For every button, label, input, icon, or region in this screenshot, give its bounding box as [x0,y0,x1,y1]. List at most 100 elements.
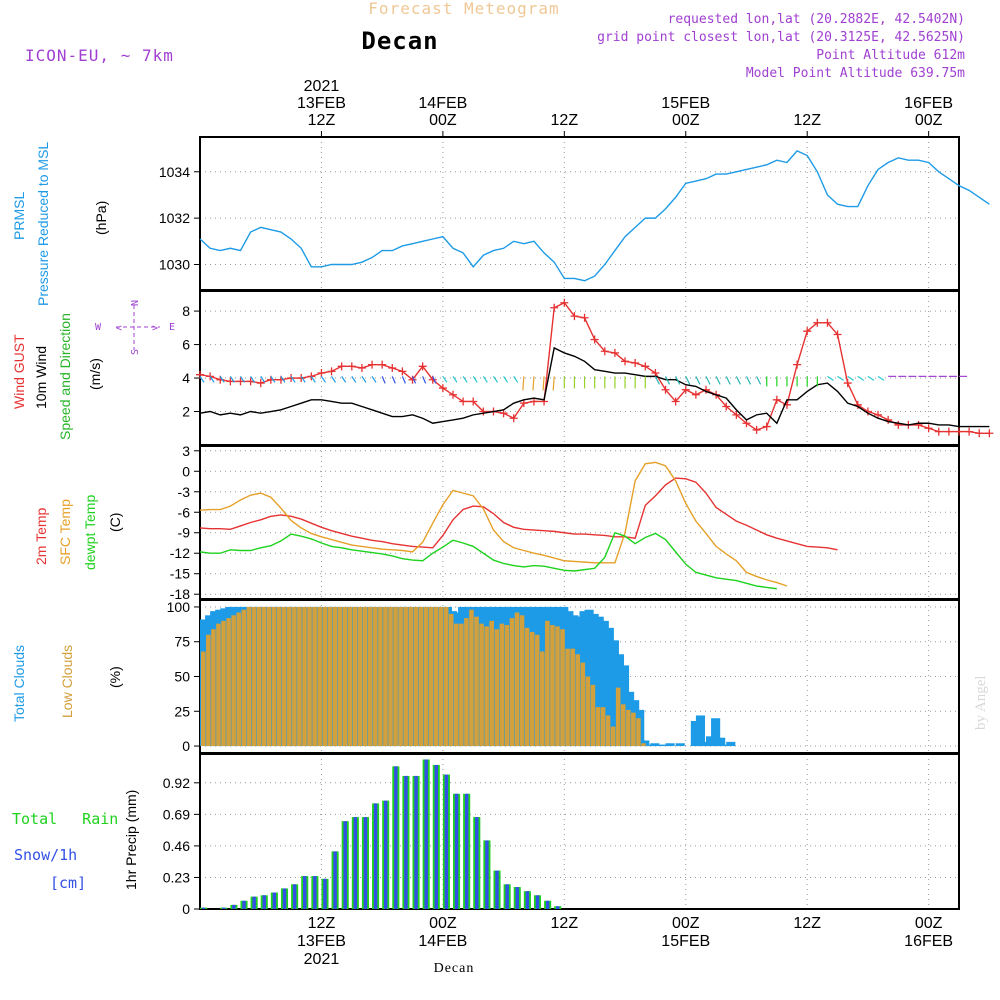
wind-direction-arrow [290,376,296,383]
snow-bar [343,821,347,909]
gust-marker [610,348,619,357]
y-tick-label: 4 [182,370,190,386]
wind-direction-arrow [847,375,855,381]
wind-direction-arrow [827,375,834,381]
wind-direction-arrow [280,376,286,383]
low-cloud-bar [403,606,408,747]
requested-coords: requested lon,lat (20.2882E, 42.5402N) [668,12,965,27]
snow-bar [383,800,388,909]
wind-direction-arrow [503,376,509,383]
snow-bar [262,895,266,909]
cm-label: [cm] [50,874,86,892]
wind-direction-arrow [250,376,256,383]
gust-marker [357,364,366,372]
gust-marker [418,362,427,371]
precip-labels: Total Rain Snow/1h [cm] 1hr Precip (mm) [12,790,139,892]
wind-direction-arrow [552,376,555,391]
snow-bar [454,793,459,909]
snow-label: Snow/1h [14,846,77,864]
total-cloud-bar [609,640,619,747]
wind-10m-label: 10m Wind [33,346,49,409]
gust-marker [297,374,306,383]
time-label-bottom: 14FEB [418,933,467,950]
wind-direction-arrow [715,376,721,385]
low-cloud-bar [236,612,241,747]
snow-bar [353,817,358,909]
super-title: Forecast Meteogram [368,0,559,18]
time-label-bottom: 12Z [793,915,821,932]
gust-marker [438,384,447,393]
gust-marker [975,429,984,438]
series-line [199,150,990,282]
low-cloud-bar [626,709,631,747]
panel-frame [199,445,960,600]
gust-marker [621,357,630,366]
gust-marker [661,385,670,394]
gust-marker [590,335,599,344]
low-cloud-bar [347,606,353,747]
gust-marker [570,312,579,321]
low-cloud-bar [595,707,601,747]
low-cloud-bar [226,618,231,747]
snow-bar [303,876,307,909]
low-cloud-bar [484,626,489,747]
low-cloud-bar [327,606,333,747]
snow-bar [414,775,418,909]
y-tick-label: 0.46 [163,838,190,854]
low-cloud-bar [201,651,206,747]
low-cloud-bar [367,606,373,747]
total-clouds-label: Total Clouds [11,645,27,722]
snow-bar [272,892,277,909]
total-cloud-bar [721,744,731,747]
wind-direction-arrow [199,376,205,383]
low-cloud-bar [560,629,565,747]
low-cloud-bar [342,606,348,747]
gust-marker [479,407,488,416]
y-tick-label: 75 [174,634,190,650]
gust-marker [722,402,731,411]
time-label-top: 00Z [672,112,700,129]
low-cloud-bar [499,623,505,747]
wind-direction-arrow [725,376,731,385]
snow-bar [485,840,489,909]
model-altitude: Model Point Altitude 639.75m [746,66,965,81]
gust-marker [368,360,377,369]
gust-marker [914,420,923,429]
total-cloud-bar [589,613,599,747]
gust-marker [833,330,842,339]
wind-direction-arrow [675,376,681,385]
snow-bar [394,766,398,909]
wind-direction-arrow [867,375,875,381]
wind-direction-arrow [482,376,488,383]
wind-direction-arrow [654,376,660,385]
wind-labels: Wind GUST 10m Wind Speed and Direction (… [11,313,103,440]
y-tick-label: 0 [182,901,190,917]
low-cloud-bar [565,648,570,747]
wind-direction-arrow [229,376,235,383]
time-label-bottom: 00Z [672,915,700,932]
total-cloud-bar [700,741,711,747]
snow-bar [444,774,449,909]
y-tick-label: 1034 [159,164,190,180]
total-cloud-bar [650,743,660,747]
low-cloud-bar [266,606,272,747]
low-cloud-bar [529,631,535,747]
wind-direction-arrow [361,376,367,383]
low-cloud-bar [555,626,560,747]
snow-bar [424,759,428,909]
compass-n: N [130,300,141,306]
series-line [199,531,777,590]
low-cloud-bar [256,606,262,747]
low-cloud-bar [312,606,317,747]
total-cloud-bar [665,743,675,747]
low-cloud-bar [464,618,469,747]
prmsl-label: PRMSL [11,192,27,240]
low-cloud-bar [474,616,479,747]
compass-e: E [169,322,175,333]
total-cloud-bar [594,616,604,747]
wind-direction-arrow [857,375,865,381]
gust-marker [337,362,346,371]
snow-bar [556,906,560,909]
low-cloud-bar [610,726,616,747]
